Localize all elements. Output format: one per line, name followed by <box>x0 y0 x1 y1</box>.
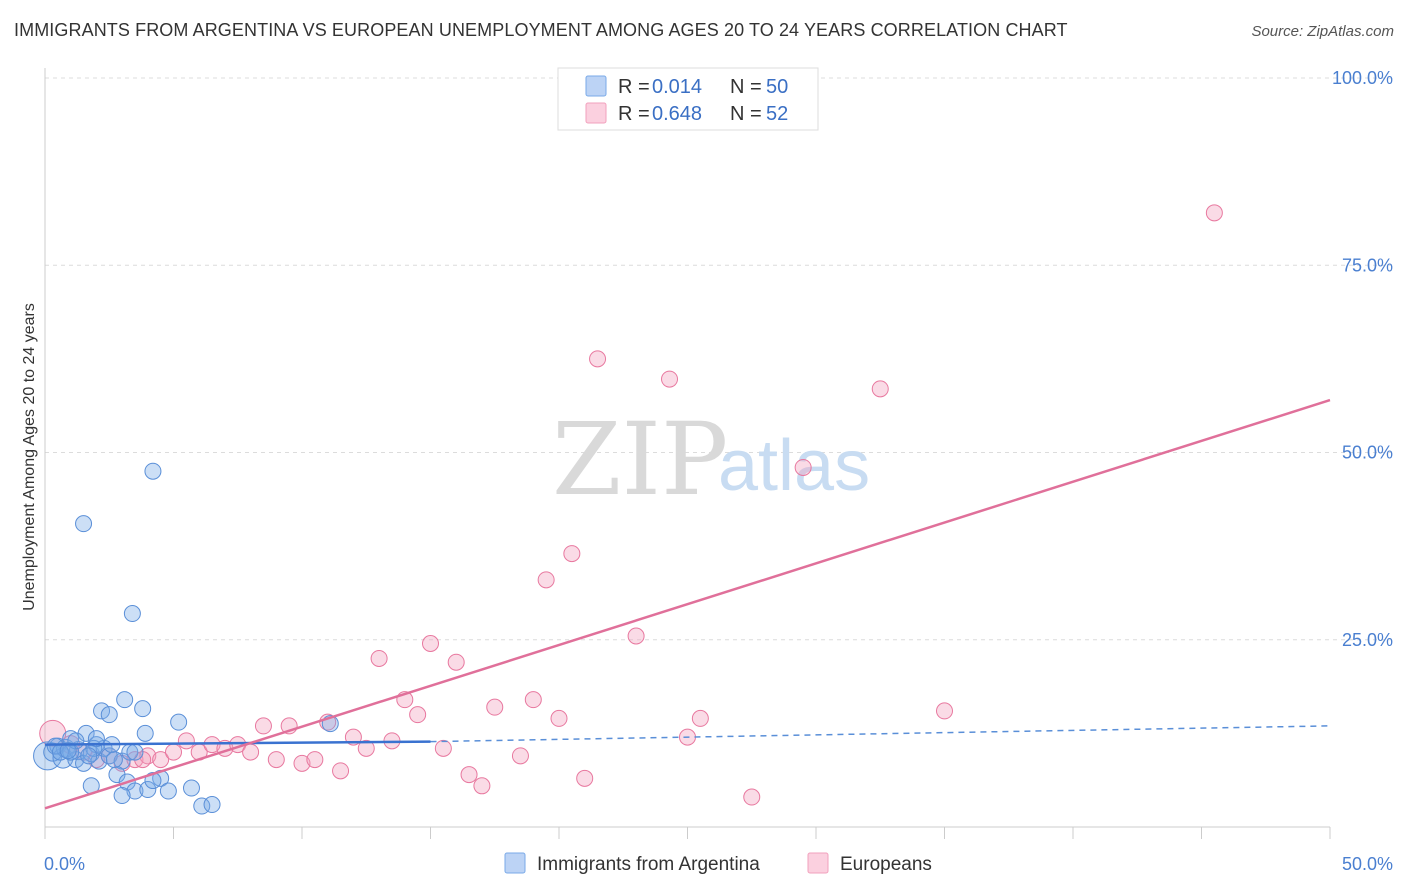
europeans-point <box>537 571 555 589</box>
europeans-point <box>794 458 812 476</box>
argentina-point <box>75 515 93 533</box>
europeans-point <box>422 634 439 652</box>
europeans-point <box>563 545 581 563</box>
europeans-point <box>691 709 709 727</box>
argentina-point <box>113 787 131 805</box>
y-axis-label: Unemployment Among Ages 20 to 24 years <box>21 303 38 611</box>
argentina-point <box>159 782 177 800</box>
europeans-point <box>576 769 594 787</box>
argentina-point <box>100 706 118 724</box>
x-tick-label: 0.0% <box>44 854 85 874</box>
watermark-zip: ZIP <box>552 401 728 518</box>
argentina-point <box>136 724 154 742</box>
argentina-point <box>139 781 157 799</box>
argentina-point <box>87 730 105 748</box>
argentina-point <box>105 751 123 769</box>
argentina-point <box>182 779 200 797</box>
europeans-point <box>1205 204 1223 222</box>
europeans-point <box>524 691 542 709</box>
stats-n-value-2: 52 <box>766 103 788 125</box>
europeans-point <box>661 370 679 388</box>
stats-n-label-1: N = <box>730 76 762 98</box>
stats-swatch-pink <box>585 102 607 124</box>
argentina-point <box>123 605 141 623</box>
legend-swatch-argentina <box>504 852 526 874</box>
europeans-point <box>152 751 170 769</box>
europeans-point <box>871 380 889 398</box>
argentina-point <box>203 796 221 814</box>
europeans-point <box>460 766 478 784</box>
axes <box>44 68 1331 839</box>
argentina-point <box>80 747 98 765</box>
europeans-point <box>242 743 260 761</box>
europeans-point <box>486 698 504 716</box>
europeans-point <box>357 739 375 757</box>
europeans-point <box>550 709 568 727</box>
watermark: ZIP atlas <box>552 401 870 518</box>
argentina-trend-extension <box>430 725 1331 743</box>
argentina-point <box>59 742 77 760</box>
grid-lines <box>45 77 1392 641</box>
watermark-atlas: atlas <box>718 426 870 506</box>
europeans-point <box>627 627 645 645</box>
legend: Immigrants from Argentina Europeans <box>504 852 932 875</box>
y-tick-label: 100.0% <box>1332 68 1393 88</box>
europeans-point <box>589 350 607 368</box>
europeans-point <box>39 719 67 747</box>
europeans-point <box>293 754 311 772</box>
europeans-point <box>165 743 182 761</box>
europeans-point <box>409 706 427 724</box>
argentina-point <box>126 782 144 800</box>
europeans-point <box>267 751 285 769</box>
chart-title: IMMIGRANTS FROM ARGENTINA VS EUROPEAN UN… <box>14 20 1068 40</box>
legend-label-europeans: Europeans <box>840 854 932 875</box>
stats-n-label-2: N = <box>730 103 762 125</box>
x-tick-label: 50.0% <box>1342 854 1393 874</box>
europeans-point <box>370 649 388 667</box>
stats-swatch-blue <box>585 75 607 97</box>
europeans-trend-line <box>44 398 1331 810</box>
y-tick-label: 75.0% <box>1342 255 1393 275</box>
europeans-point <box>177 732 195 750</box>
europeans-point <box>743 788 761 806</box>
europeans-point <box>511 747 529 765</box>
argentina-point <box>134 700 152 718</box>
x-tick-labels: 0.0% 50.0% <box>44 854 1393 874</box>
y-tick-label: 50.0% <box>1342 443 1393 463</box>
stats-r-value-2: 0.648 <box>652 103 702 125</box>
trend-lines <box>44 398 1331 810</box>
data-points <box>33 204 1223 815</box>
europeans-point <box>254 717 272 735</box>
europeans-point <box>434 739 452 757</box>
stats-r-label-1: R = <box>618 76 650 98</box>
argentina-point <box>144 462 162 480</box>
stats-n-value-1: 50 <box>766 76 788 98</box>
legend-label-argentina: Immigrants from Argentina <box>537 854 760 875</box>
stats-r-label-2: R = <box>618 103 650 125</box>
legend-swatch-europeans <box>807 852 829 874</box>
argentina-trend-line <box>44 740 431 746</box>
y-tick-label: 25.0% <box>1342 630 1393 650</box>
argentina-point <box>116 691 134 709</box>
europeans-point <box>306 751 324 769</box>
europeans-point <box>447 653 465 671</box>
stats-r-value-1: 0.014 <box>652 76 702 98</box>
source-credit: Source: ZipAtlas.com <box>1251 23 1394 40</box>
stats-box: R = 0.014 N = 50 R = 0.648 N = 52 <box>557 67 819 131</box>
argentina-point <box>170 713 188 731</box>
y-tick-labels: 25.0% 50.0% 75.0% 100.0% <box>1332 68 1393 650</box>
europeans-point <box>473 777 491 795</box>
argentina-point <box>93 702 111 720</box>
europeans-point <box>936 702 953 720</box>
europeans-point <box>332 762 350 780</box>
argentina-point <box>126 743 144 761</box>
